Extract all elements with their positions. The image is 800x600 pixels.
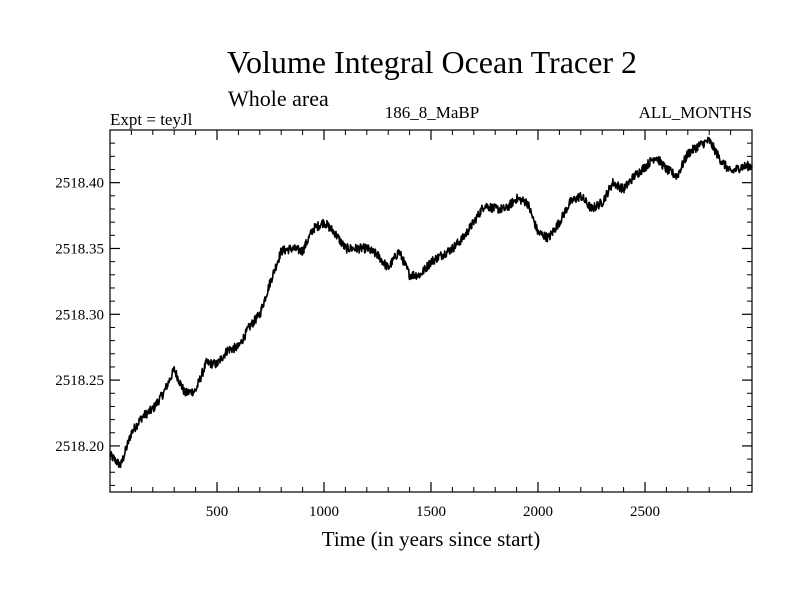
chart-title: Volume Integral Ocean Tracer 2 [227,44,637,80]
y-tick-label: 2518.20 [55,439,104,455]
x-tick-label: 1500 [416,504,446,520]
x-tick-label: 1000 [309,504,339,520]
y-tick-label: 2518.30 [55,307,104,323]
x-tick-label: 500 [206,504,229,520]
y-tick-label: 2518.25 [55,373,104,389]
y-tick-label: 2518.35 [55,241,104,257]
x-tick-label: 2500 [630,504,660,520]
months-label: ALL_MONTHS [639,103,752,122]
y-tick-label: 2518.40 [55,176,104,192]
x-axis: 500 1000 1500 2000 2500 [130,130,732,520]
plot-frame [109,129,753,493]
y-axis: 2518.20 2518.25 2518.30 2518.35 2518.40 [55,129,752,486]
experiment-label: Expt = teyJl [110,110,193,129]
plot-area: 500 1000 1500 2000 2500 2518.20 2518.25 2518.3… [55,129,753,520]
series-line [109,136,753,469]
chart-subtitle: Whole area [228,86,329,111]
x-axis-label: Time (in years since start) [322,527,541,551]
x-tick-label: 2000 [523,504,553,520]
period-label: 186_8_MaBP [385,103,479,122]
